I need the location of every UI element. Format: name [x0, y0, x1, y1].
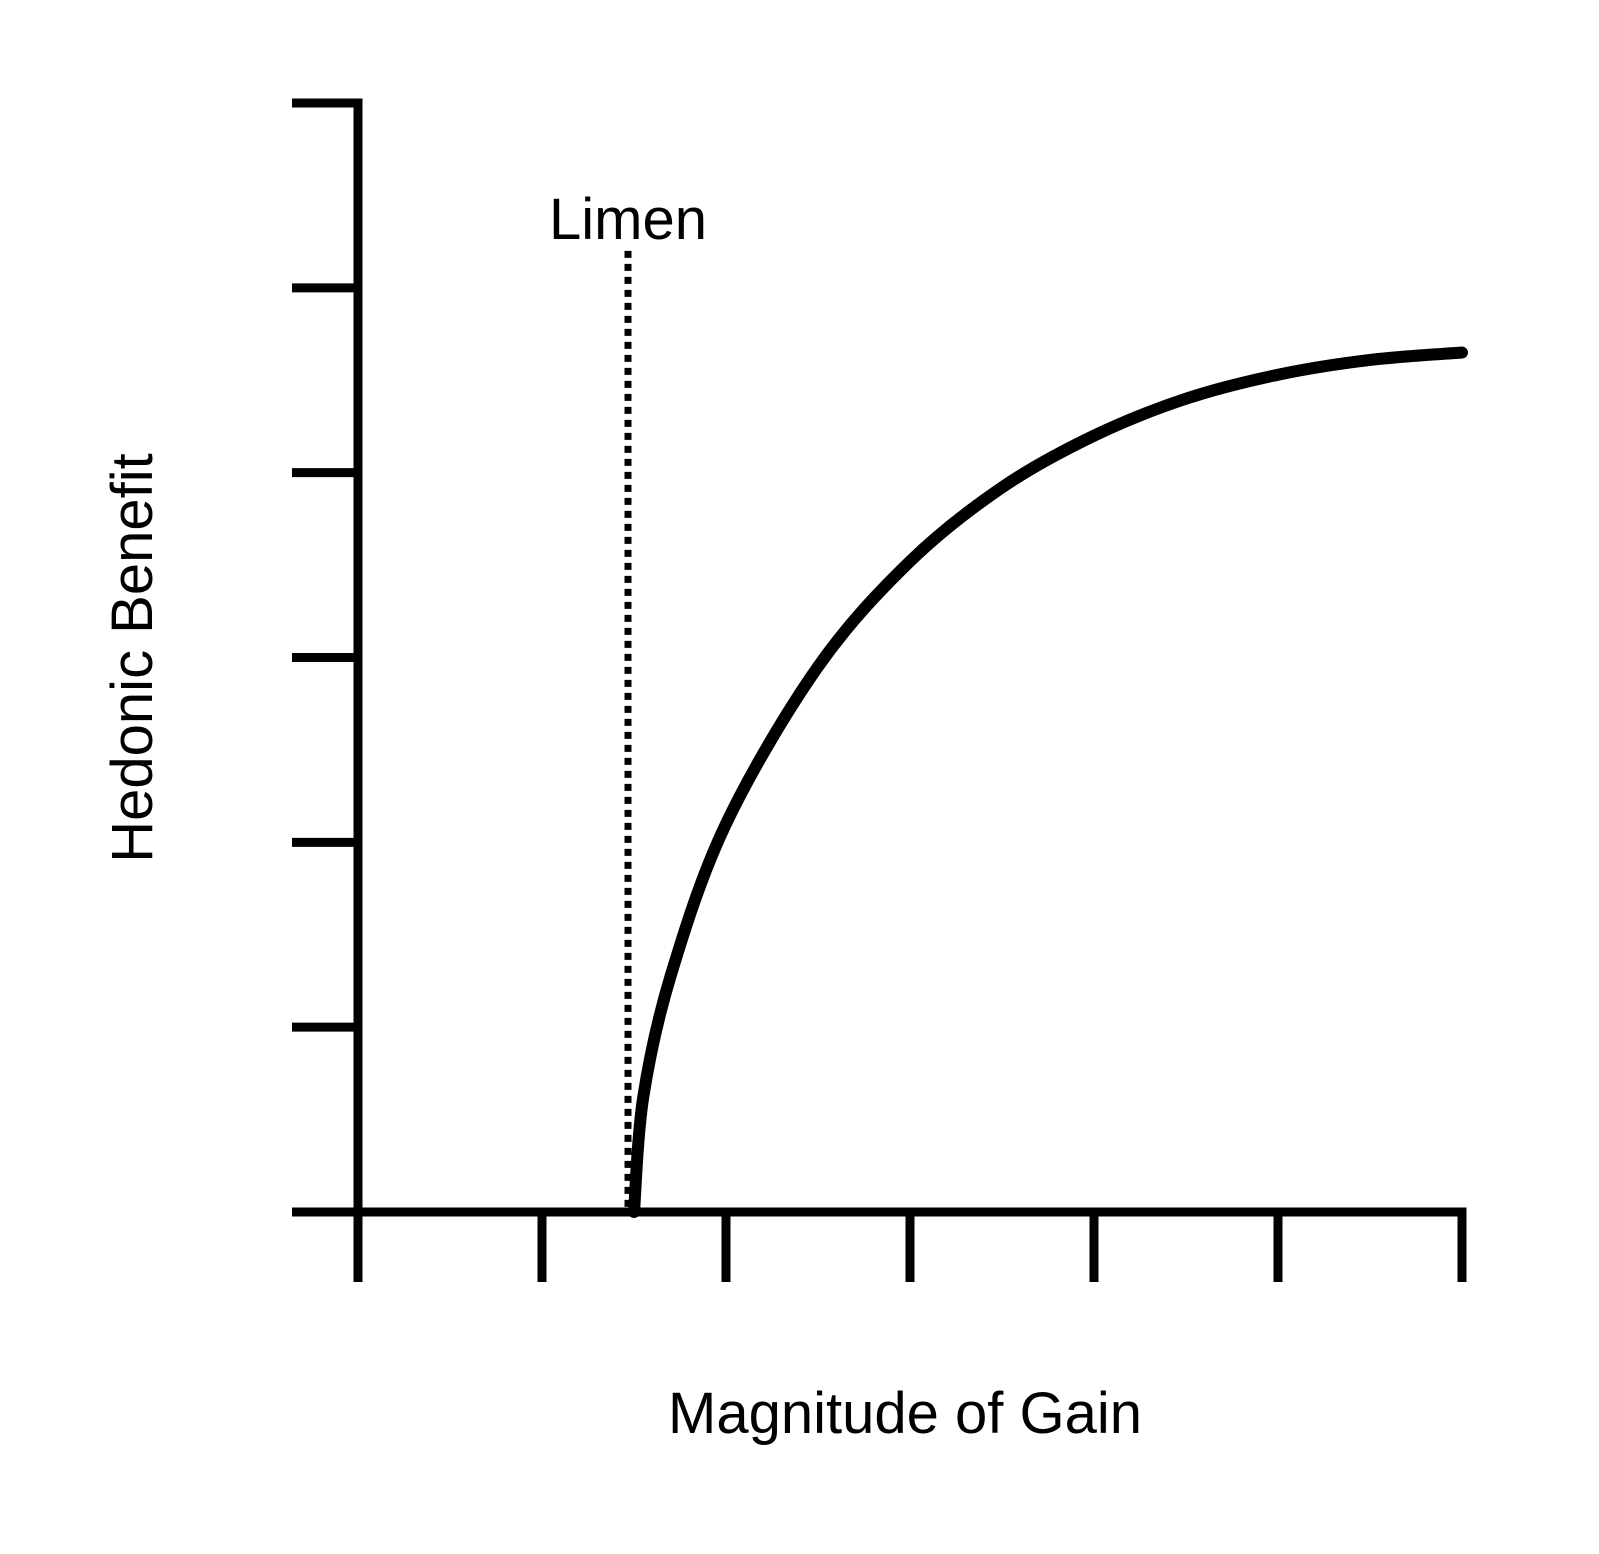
x-axis-ticks	[353, 1212, 1467, 1282]
y-axis-ticks	[292, 98, 358, 1217]
hedonic-benefit-curve	[628, 346, 1468, 1218]
y-axis-label: Hedonic Benefit	[100, 453, 165, 862]
limen-label: Limen	[549, 187, 707, 252]
x-axis-label: Magnitude of Gain	[668, 1381, 1142, 1446]
